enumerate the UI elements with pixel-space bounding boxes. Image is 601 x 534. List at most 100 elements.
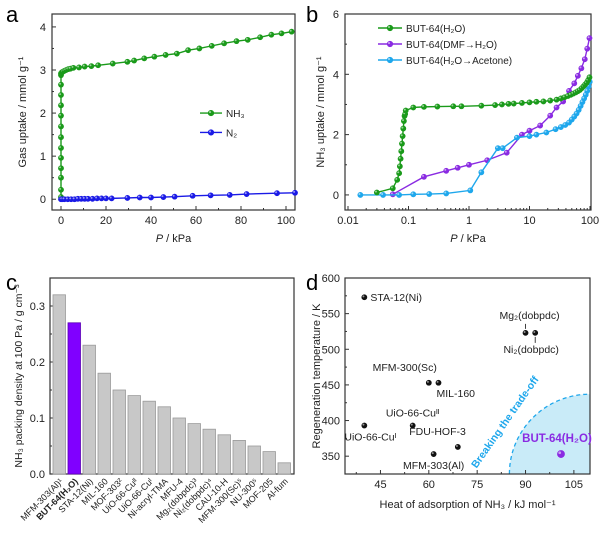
data-point-a-highlight [227,193,230,196]
data-point-b-highlight [400,134,403,137]
data-point-b-body [397,155,404,162]
data-point-b [547,97,554,104]
legend-marker-b-body [386,40,394,48]
data-point-b-body [499,145,506,152]
legend-marker-a-highlight [208,130,212,133]
bar-13 [247,445,261,475]
y-tick-label-a: 3 [40,65,46,77]
data-point-a-highlight [59,82,62,85]
bar-15 [277,462,291,475]
data-point-b-body [389,185,396,192]
data-point-b-highlight [390,192,393,195]
data-point-b-body [398,148,405,155]
data-point-d-body [361,422,368,429]
legend-label-b: BUT-64(DMF→H₂O) [406,40,497,51]
panel-letter-c: c [6,270,17,295]
data-point-b-body [396,192,403,198]
data-point-b-highlight [567,88,570,91]
x-tick-label-a: 20 [100,215,112,227]
x-axis-label-b: P / kPa [450,233,486,245]
data-point-b-highlight [500,102,502,105]
data-point-a-body [151,53,158,60]
data-point-a [103,195,109,202]
data-point-a [226,192,233,198]
data-point-d-body [425,379,432,386]
data-point-a-highlight [59,103,62,106]
x-tick-label-d: 75 [471,479,483,491]
data-point-a-body [124,195,131,201]
data-point-a-body [268,31,275,38]
data-point-d-highlight [362,423,365,426]
data-point-b-highlight [582,96,585,99]
x-tick-label-d: 45 [374,479,386,491]
y-tick-label-d: 450 [322,380,340,392]
data-point-a [58,145,64,151]
data-point-b-highlight [427,192,430,195]
data-point-a-highlight [86,196,89,199]
data-point-a [243,191,250,197]
data-point-b [503,149,510,156]
data-point-d-body [522,329,529,336]
data-point-a-highlight [152,54,155,57]
data-point-a [58,123,64,130]
data-point-a-body [58,134,64,141]
data-point-b-highlight [390,186,393,189]
data-point-a-body [196,45,203,52]
data-point-b-highlight [468,188,471,191]
data-point-b [398,148,405,155]
data-point-b [426,191,433,197]
data-point-b-body [547,97,554,104]
data-point-a-body [292,189,298,196]
data-point-b-highlight [506,101,509,104]
legend-marker-b-body [386,56,394,64]
legend-label-a: N₂ [226,128,237,139]
data-point-a-body [173,50,180,57]
data-point-b-highlight [515,135,518,138]
data-point-a-body [171,193,178,200]
data-point-b-body [581,56,588,63]
y-tick-label-a: 0 [40,194,46,206]
data-point-b-highlight [548,113,551,116]
data-point-b [400,125,407,132]
data-point-d [361,422,368,429]
data-point-b-highlight [582,57,585,60]
data-point-a-body [141,55,148,62]
data-point-a [196,45,203,52]
data-point-a [292,189,298,196]
data-point-b-highlight [402,119,404,122]
data-point-a-highlight [110,61,113,64]
data-point-b [410,104,417,111]
data-point-b-body [396,163,403,170]
data-point-d [435,379,442,386]
y-tick-label-c: 0.1 [30,413,45,425]
x-tick-label-d: 90 [519,479,531,491]
data-point-a [124,58,131,65]
y-tick-label-c: 0.3 [30,301,45,313]
data-point-b-body [574,72,581,79]
data-point-b-highlight [572,81,575,84]
data-point-a [109,60,116,67]
data-point-b-highlight [381,193,384,196]
bar-8 [172,417,186,475]
data-point-d-highlight-highlight [558,451,562,455]
legend-marker-a-body [207,129,215,136]
data-point-b [380,192,386,198]
data-point-b [454,164,461,171]
data-point-b [547,112,554,119]
data-point-a-body [58,123,64,130]
data-point-a-body [109,60,116,67]
panel-c-chart: 0.0 0.1 0.2 0.3 NH₃ packing density at 100 P… [13,277,295,525]
data-point-a [94,195,100,202]
legend-marker-b-highlight [387,41,391,45]
data-point-b [401,118,407,124]
data-point-a [185,47,192,54]
data-point-a-highlight [190,193,193,196]
data-point-b [394,176,401,183]
data-point-a [221,40,228,47]
data-point-b-body [400,125,407,132]
data-point-a-highlight [279,31,282,34]
data-point-b-highlight [534,99,537,102]
x-tick-label-d: 105 [565,479,583,491]
data-point-d-highlight [410,423,413,426]
data-point-b-body [443,167,450,174]
